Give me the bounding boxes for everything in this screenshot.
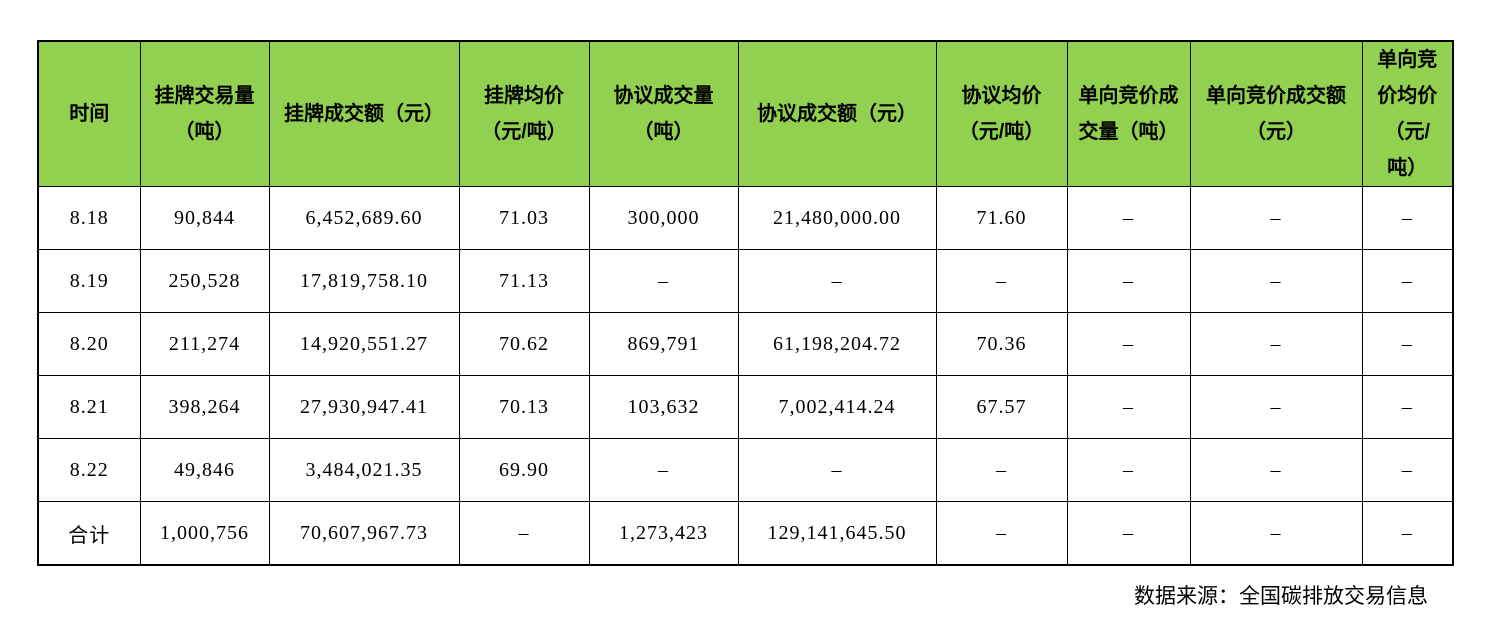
cell-listed-avg-price: 71.13 — [458, 249, 590, 313]
column-header-negotiated-trade-volume: 协议成交量 （吨） — [588, 40, 739, 187]
column-header-unilateral-auction-value: 单向竞价成交额 （元） — [1189, 40, 1363, 187]
cell-unilateral-auction-value: – — [1189, 186, 1363, 250]
column-header-listed-avg-price: 挂牌均价 （元/吨） — [458, 40, 590, 187]
column-header-negotiated-avg-price: 协议均价 （元/吨） — [935, 40, 1068, 187]
table-row: 8.22 49,846 3,484,021.35 69.90 – – – – –… — [37, 438, 1454, 502]
cell-negotiated-trade-value: 61,198,204.72 — [737, 312, 937, 376]
cell-negotiated-avg-price: 71.60 — [935, 186, 1068, 250]
cell-listed-avg-price: 69.90 — [458, 438, 590, 502]
cell-listed-trade-value: 17,819,758.10 — [268, 249, 460, 313]
cell-listed-avg-price: – — [458, 501, 590, 566]
cell-listed-trade-value: 14,920,551.27 — [268, 312, 460, 376]
cell-listed-avg-price: 70.13 — [458, 375, 590, 439]
cell-unilateral-auction-volume: – — [1066, 501, 1191, 566]
cell-negotiated-trade-volume: 103,632 — [588, 375, 739, 439]
cell-unilateral-auction-volume: – — [1066, 312, 1191, 376]
cell-listed-trade-value: 6,452,689.60 — [268, 186, 460, 250]
cell-negotiated-trade-value: 129,141,645.50 — [737, 501, 937, 566]
cell-listed-trade-volume: 1,000,756 — [139, 501, 270, 566]
cell-negotiated-avg-price: – — [935, 249, 1068, 313]
column-header-unilateral-auction-avg-price: 单向竞 价均价 （元/ 吨） — [1361, 40, 1454, 187]
cell-unilateral-auction-value: – — [1189, 375, 1363, 439]
cell-listed-trade-volume: 211,274 — [139, 312, 270, 376]
cell-negotiated-trade-volume: 1,273,423 — [588, 501, 739, 566]
cell-time: 合计 — [37, 501, 141, 566]
cell-unilateral-auction-volume: – — [1066, 438, 1191, 502]
column-header-unilateral-auction-volume: 单向竞价成 交量（吨） — [1066, 40, 1191, 187]
cell-unilateral-auction-avg-price: – — [1361, 501, 1454, 566]
cell-unilateral-auction-volume: – — [1066, 375, 1191, 439]
column-header-negotiated-trade-value: 协议成交额（元） — [737, 40, 937, 187]
cell-negotiated-avg-price: 67.57 — [935, 375, 1068, 439]
cell-negotiated-avg-price: 70.36 — [935, 312, 1068, 376]
cell-negotiated-avg-price: – — [935, 438, 1068, 502]
table-row: 8.19 250,528 17,819,758.10 71.13 – – – –… — [37, 249, 1454, 313]
cell-listed-trade-value: 27,930,947.41 — [268, 375, 460, 439]
cell-listed-trade-volume: 90,844 — [139, 186, 270, 250]
carbon-trading-table: 时间 挂牌交易量 （吨） 挂牌成交额（元） 挂牌均价 （元/吨） 协议成交量 （… — [37, 40, 1454, 566]
cell-negotiated-trade-volume: 300,000 — [588, 186, 739, 250]
cell-negotiated-trade-value: – — [737, 249, 937, 313]
cell-unilateral-auction-avg-price: – — [1361, 312, 1454, 376]
cell-time: 8.21 — [37, 375, 141, 439]
total-row: 合计 1,000,756 70,607,967.73 – 1,273,423 1… — [37, 501, 1454, 566]
cell-unilateral-auction-avg-price: – — [1361, 186, 1454, 250]
cell-unilateral-auction-avg-price: – — [1361, 375, 1454, 439]
cell-listed-trade-value: 70,607,967.73 — [268, 501, 460, 566]
cell-negotiated-trade-value: – — [737, 438, 937, 502]
cell-unilateral-auction-avg-price: – — [1361, 438, 1454, 502]
table-row: 8.21 398,264 27,930,947.41 70.13 103,632… — [37, 375, 1454, 439]
cell-unilateral-auction-value: – — [1189, 501, 1363, 566]
column-header-listed-trade-value: 挂牌成交额（元） — [268, 40, 460, 187]
table-row: 8.18 90,844 6,452,689.60 71.03 300,000 2… — [37, 186, 1454, 250]
column-header-listed-trade-volume: 挂牌交易量 （吨） — [139, 40, 270, 187]
cell-unilateral-auction-value: – — [1189, 249, 1363, 313]
cell-listed-avg-price: 70.62 — [458, 312, 590, 376]
cell-unilateral-auction-avg-price: – — [1361, 249, 1454, 313]
cell-unilateral-auction-value: – — [1189, 312, 1363, 376]
data-source-note: 数据来源：全国碳排放交易信息 — [1134, 584, 1428, 608]
cell-time: 8.20 — [37, 312, 141, 376]
cell-negotiated-trade-volume: – — [588, 249, 739, 313]
table-row: 8.20 211,274 14,920,551.27 70.62 869,791… — [37, 312, 1454, 376]
cell-unilateral-auction-value: – — [1189, 438, 1363, 502]
header-row: 时间 挂牌交易量 （吨） 挂牌成交额（元） 挂牌均价 （元/吨） 协议成交量 （… — [37, 40, 1454, 187]
cell-time: 8.19 — [37, 249, 141, 313]
cell-negotiated-trade-volume: 869,791 — [588, 312, 739, 376]
cell-negotiated-trade-volume: – — [588, 438, 739, 502]
cell-negotiated-avg-price: – — [935, 501, 1068, 566]
cell-listed-trade-volume: 398,264 — [139, 375, 270, 439]
cell-negotiated-trade-value: 7,002,414.24 — [737, 375, 937, 439]
cell-time: 8.18 — [37, 186, 141, 250]
cell-negotiated-trade-value: 21,480,000.00 — [737, 186, 937, 250]
cell-listed-trade-value: 3,484,021.35 — [268, 438, 460, 502]
cell-listed-trade-volume: 250,528 — [139, 249, 270, 313]
cell-unilateral-auction-volume: – — [1066, 186, 1191, 250]
cell-listed-trade-volume: 49,846 — [139, 438, 270, 502]
cell-unilateral-auction-volume: – — [1066, 249, 1191, 313]
cell-listed-avg-price: 71.03 — [458, 186, 590, 250]
column-header-time: 时间 — [37, 40, 141, 187]
cell-time: 8.22 — [37, 438, 141, 502]
